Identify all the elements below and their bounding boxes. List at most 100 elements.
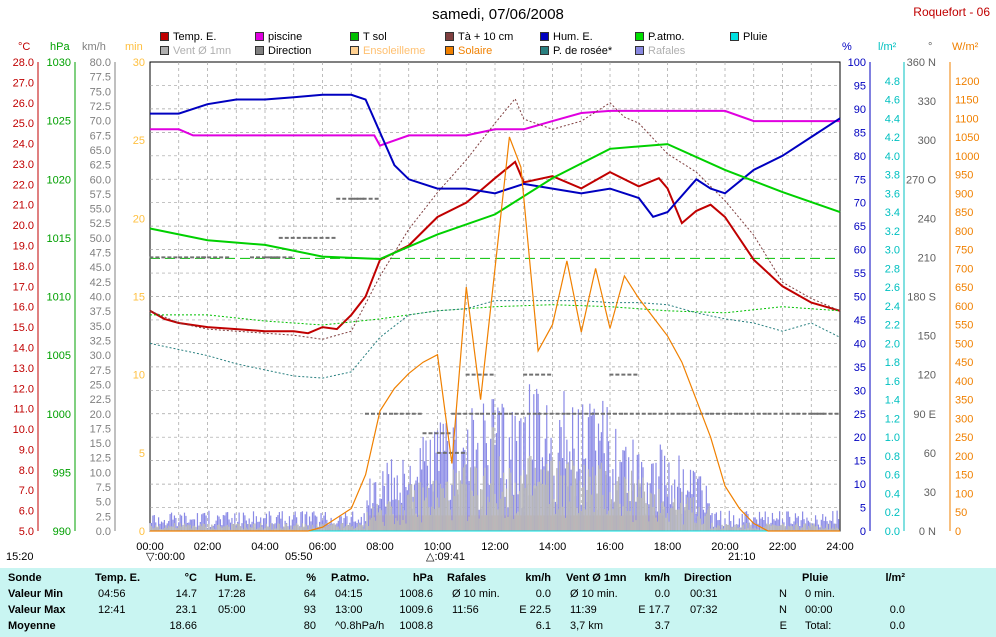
wind-tick: 65.0 [90,145,111,157]
wind-tick: 15.0 [90,438,111,450]
axis-unit-dir: ° [928,41,932,53]
wind-tick: 5.0 [96,497,111,509]
solar-tick: 200 [955,451,973,463]
x-tick: 02:00 [194,541,222,553]
solar-tick: 750 [955,245,973,257]
legend-item: Pluie [730,31,767,43]
gust-value: E 22.5 [519,604,551,616]
rain-tick: 0.6 [885,470,900,482]
humidity-tick: 45 [854,315,866,327]
hum-value: 80 [303,620,316,632]
rain-tick: 0.2 [885,507,900,519]
rain-tick: 0.0 [885,526,900,538]
legend-label: Pluie [743,31,768,43]
press-value: 1008.8 [399,620,433,632]
direction-tick: 150 [918,331,936,343]
chart-title: samedi, 07/06/2008 [432,6,564,23]
legend-item: T sol [350,31,387,43]
temp-tick: 16.0 [13,302,34,314]
direction-tick: 240 [918,213,936,225]
humidity-tick: 95 [854,80,866,92]
axis-unit-sun: min [125,41,143,53]
wind-tick: 37.5 [90,306,111,318]
humidity-tick: 65 [854,221,866,233]
humidity-tick: 0 [860,526,866,538]
wind-tick: 30.0 [90,350,111,362]
sunshine-tick: 20 [133,213,145,225]
press-time: 13:00 [335,604,363,616]
humidity-tick: 80 [854,151,866,163]
table-header: Rafales [447,572,487,584]
temp-value: 18.66 [169,620,197,632]
pressure-tick: 1015 [47,233,71,245]
wind-tick: 45.0 [90,262,111,274]
humidity-tick: 20 [854,432,866,444]
table-header: Sonde [8,572,42,584]
rain-tick: 4.6 [885,95,900,107]
legend-item: Vent Ø 1mn [160,45,231,57]
temp-tick: 25.0 [13,118,34,130]
wind-time: Ø 10 min. [570,588,618,600]
rain-value: 0.0 [889,620,905,632]
wind-tick: 32.5 [90,335,111,347]
legend-label: Rafales [648,45,686,57]
legend-swatch [540,32,549,41]
temp-tick: 26.0 [13,98,34,110]
x-tick: 08:00 [366,541,394,553]
x-tick: 14:00 [539,541,567,553]
wind-tick: 35.0 [90,321,111,333]
press-value: 1008.6 [399,588,433,600]
wind-value: E 17.7 [638,604,670,616]
legend-label: Direction [268,45,312,57]
temp-tick: 24.0 [13,139,34,151]
legend-item: Temp. E. [160,31,216,43]
wind-tick: 70.0 [90,116,111,128]
solar-tick: 1000 [955,151,979,163]
gust-value: 6.1 [535,620,551,632]
sunshine-tick: 30 [133,57,145,69]
table-header: Temp. E. [95,572,141,584]
solar-tick: 150 [955,470,973,482]
x-tick: 24:00 [826,541,854,553]
rain-time: Total: [805,620,832,632]
temp-tick: 10.0 [13,424,34,436]
row-label: Valeur Min [8,588,64,600]
temp-tick: 17.0 [13,281,34,293]
wind-tick: 10.0 [90,467,111,479]
temp-tick: 20.0 [13,220,34,232]
rain-tick: 3.0 [885,245,900,257]
solar-tick: 300 [955,413,973,425]
rain-time: 00:00 [805,604,833,616]
rain-tick: 1.2 [885,413,900,425]
legend-swatch [445,46,454,55]
wind-tick: 75.0 [90,86,111,98]
direction-time: 00:31 [690,588,718,600]
rain-tick: 0.4 [885,488,900,500]
rain-tick: 3.8 [885,170,900,182]
wind-value: 3.7 [654,620,670,632]
direction-tick: 30 [924,487,936,499]
press-time: ^0.8hPa/h [335,620,385,632]
legend-swatch [160,46,169,55]
legend-label: Ensoleilleme [363,45,426,57]
humidity-tick: 30 [854,385,866,397]
row-label: Moyenne [8,620,56,632]
press-value: 1009.6 [399,604,433,616]
direction-time: 07:32 [690,604,718,616]
wind-tick: 50.0 [90,233,111,245]
humidity-tick: 15 [854,456,866,468]
legend-label: Hum. E. [553,31,593,43]
humidity-tick: 35 [854,362,866,374]
legend-item: Tà + 10 cm [445,31,513,43]
axis-unit-press: hPa [50,41,70,53]
temp-tick: 11.0 [13,404,34,416]
legend-label: Tà + 10 cm [458,31,514,43]
moonrise-time: 15:20 [6,551,34,563]
temp-tick: 23.0 [13,159,34,171]
temp-tick: 27.0 [13,77,34,89]
table-header: l/m² [885,572,905,584]
legend-swatch [730,32,739,41]
table-header: Hum. E. [215,572,256,584]
legend-label: T sol [363,31,387,43]
weather-chart: 28.0 27.0 26.0 25.0 24.0 23.0 22.0 21.0 20.0 19.0… [6,41,979,563]
